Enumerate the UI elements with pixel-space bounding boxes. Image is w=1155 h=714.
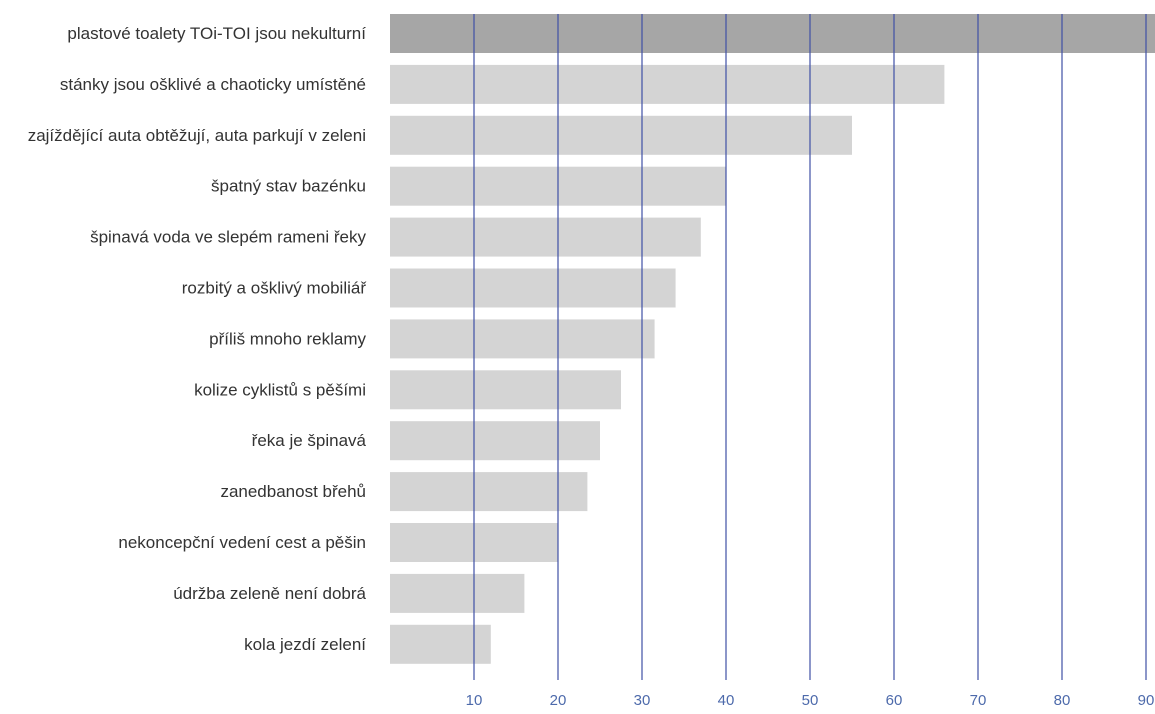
category-label: údržba zeleně není dobrá [173, 584, 366, 603]
bar-12 [390, 624, 491, 664]
category-label: zanedbanost břehů [220, 482, 366, 501]
x-tick-label: 90 [1138, 692, 1155, 709]
x-tick-label: 60 [886, 692, 903, 709]
bar-7 [390, 370, 621, 410]
bar-8 [390, 421, 600, 461]
bar-4 [390, 217, 701, 257]
category-label: stánky jsou ošklivé a chaoticky umístěné [60, 75, 366, 94]
x-tick-label: 20 [550, 692, 567, 709]
bar-0 [390, 14, 1155, 53]
category-label: příliš mnoho reklamy [209, 329, 366, 348]
category-label: nekoncepční vedení cest a pěšin [118, 533, 366, 552]
category-label: plastové toalety TOi-TOI jsou nekulturní [67, 24, 366, 43]
category-label: špinavá voda ve slepém rameni řeky [90, 228, 366, 247]
bar-2 [390, 115, 852, 155]
bar-11 [390, 573, 525, 613]
x-tick-label: 80 [1054, 692, 1071, 709]
category-label: kola jezdí zelení [244, 635, 366, 654]
category-label: kolize cyklistů s pěšími [194, 380, 366, 399]
category-label: zajíždějící auta obtěžují, auta parkují … [28, 126, 366, 145]
bar-9 [390, 472, 588, 512]
bar-5 [390, 268, 676, 308]
x-tick-label: 30 [634, 692, 651, 709]
x-tick-label: 50 [802, 692, 819, 709]
category-label: rozbitý a ošklivý mobiliář [182, 279, 367, 298]
x-tick-label: 10 [466, 692, 483, 709]
bar-6 [390, 319, 655, 359]
x-tick-label: 70 [970, 692, 987, 709]
category-label: špatný stav bazénku [211, 177, 366, 196]
bar-1 [390, 64, 945, 104]
category-label: řeka je špinavá [252, 431, 367, 450]
x-tick-label: 40 [718, 692, 735, 709]
